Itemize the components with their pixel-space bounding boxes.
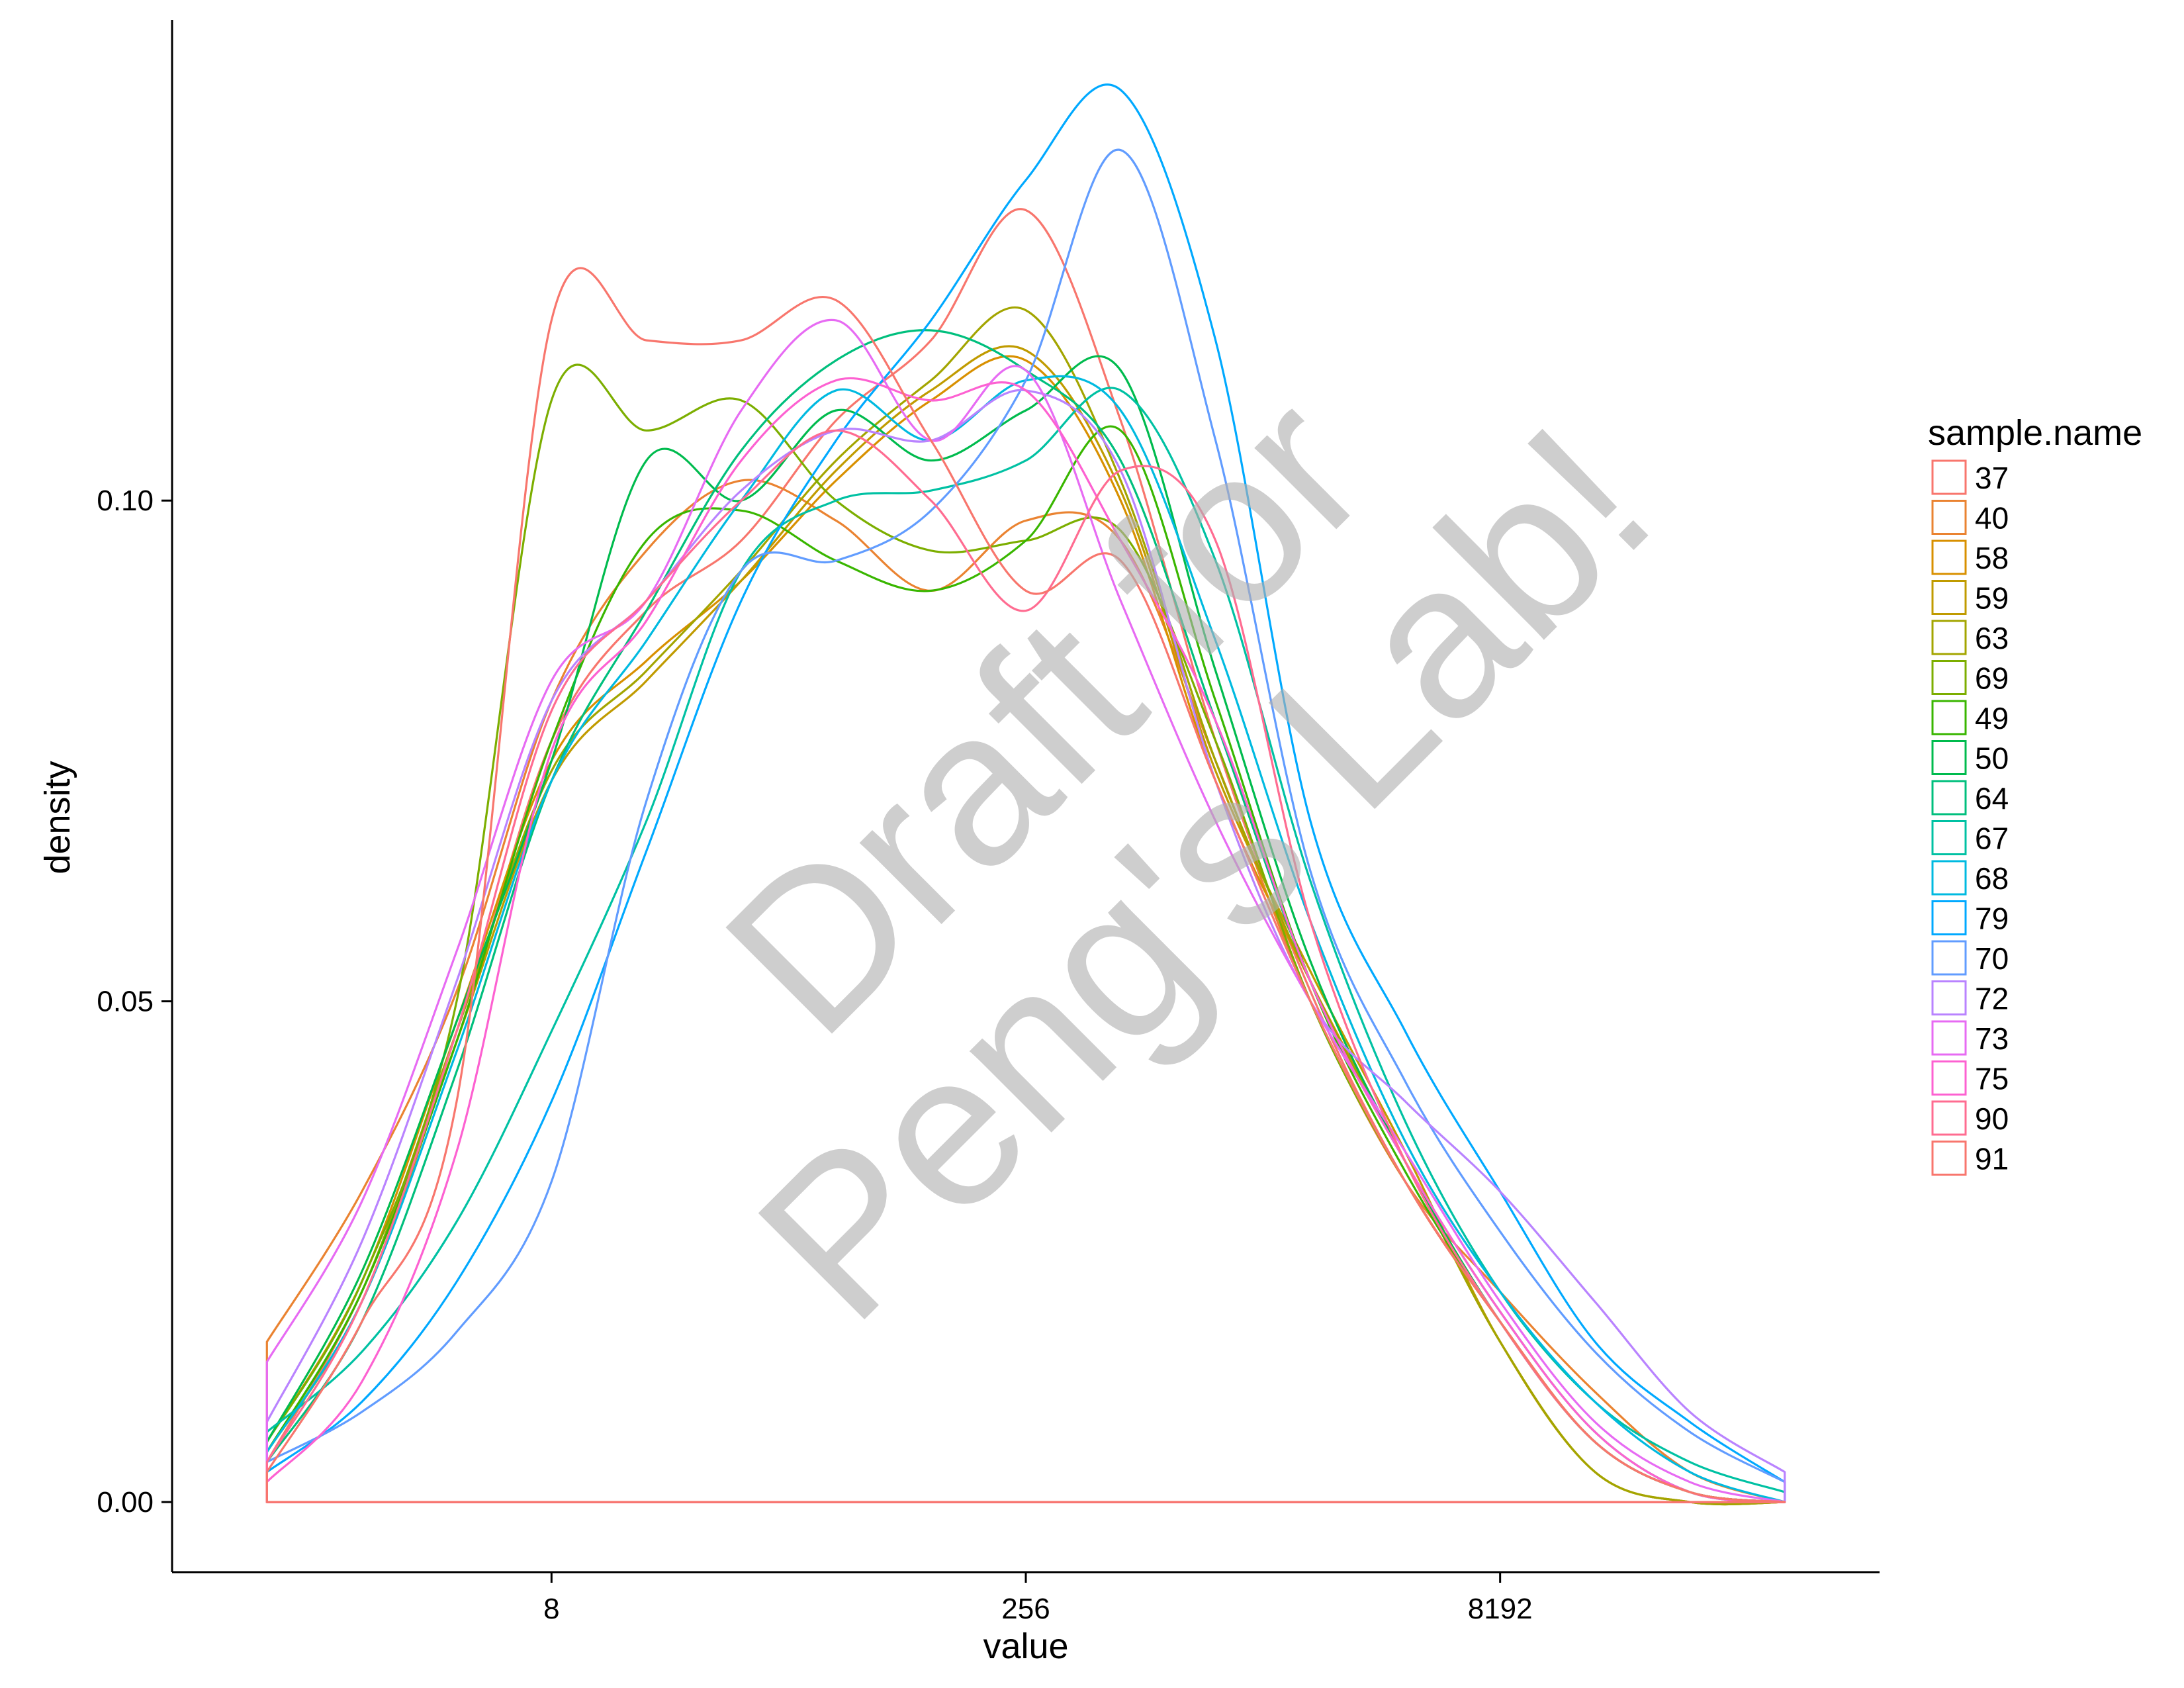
legend-key [1931,740,1967,775]
legend-label: 69 [1975,661,2009,696]
legend-label: 64 [1975,781,2009,816]
legend-item-64: 64 [1931,780,2009,816]
legend-key [1931,980,1967,1015]
legend-item-67: 67 [1931,820,2009,856]
density-curves [265,83,1786,1506]
legend-key [1931,539,1967,575]
legend-key [1931,940,1967,976]
density-curve-73 [265,318,1786,1503]
legend-item-40: 40 [1931,500,2009,536]
y-axis-title: density [38,761,77,874]
legend-item-68: 68 [1931,860,2009,896]
legend-label: 73 [1975,1021,2009,1056]
legend-key [1931,900,1967,935]
legend-item-37: 37 [1931,459,2009,495]
density-curve-75 [265,377,1786,1503]
legend: sample.name 37 40 58 59 63 69 49 50 64 67 68 79 70 72… [1928,413,2142,1176]
legend-label: 79 [1975,902,2009,936]
legend-key [1931,1141,1967,1176]
legend-item-90: 90 [1931,1100,2009,1136]
legend-item-58: 58 [1931,539,2009,575]
legend-label: 72 [1975,982,2009,1016]
legend-item-70: 70 [1931,940,2009,976]
legend-label: 59 [1975,581,2009,616]
y-axis-ticks: 0.00 0.05 0.10 [97,485,172,1519]
legend-key [1931,500,1967,535]
x-tick-label: 8192 [1468,1593,1533,1625]
legend-item-50: 50 [1931,740,2009,776]
legend-label: 63 [1975,621,2009,655]
legend-label: 90 [1975,1102,2009,1136]
legend-key [1931,459,1967,495]
legend-key [1931,660,1967,695]
legend-key [1931,820,1967,855]
density-curve-70 [265,148,1786,1503]
legend-item-72: 72 [1931,980,2009,1016]
y-tick-label: 0.10 [97,485,154,517]
x-axis-title: value [983,1626,1068,1666]
legend-key [1931,580,1967,615]
y-tick-label: 0.05 [97,986,154,1018]
y-tick-label: 0.00 [97,1486,154,1519]
density-curve-91 [265,267,1786,1503]
legend-item-49: 49 [1931,700,2009,735]
legend-items: 37 40 58 59 63 69 49 50 64 67 68 79 70 72 73 75 90 91 [1931,459,2009,1176]
legend-item-69: 69 [1931,660,2009,696]
legend-label: 40 [1975,501,2009,536]
legend-key [1931,1020,1967,1056]
legend-item-79: 79 [1931,900,2009,936]
legend-key [1931,780,1967,816]
legend-label: 91 [1975,1142,2009,1176]
x-axis-ticks: 8 256 8192 [543,1572,1533,1625]
legend-key [1931,620,1967,655]
legend-item-59: 59 [1931,580,2009,616]
legend-item-73: 73 [1931,1020,2009,1056]
legend-item-63: 63 [1931,620,2009,655]
legend-item-75: 75 [1931,1060,2009,1096]
legend-label: 50 [1975,741,2009,776]
legend-key [1931,1060,1967,1096]
x-tick-label: 8 [543,1593,559,1625]
legend-item-91: 91 [1931,1141,2009,1176]
legend-label: 58 [1975,541,2009,575]
legend-label: 75 [1975,1062,2009,1096]
legend-key [1931,1100,1967,1136]
legend-label: 67 [1975,821,2009,856]
legend-label: 70 [1975,941,2009,976]
legend-label: 37 [1975,461,2009,495]
legend-key [1931,700,1967,735]
legend-title: sample.name [1928,413,2142,453]
legend-key [1931,860,1967,896]
x-tick-label: 256 [1001,1593,1050,1625]
legend-label: 68 [1975,861,2009,896]
legend-label: 49 [1975,701,2009,735]
